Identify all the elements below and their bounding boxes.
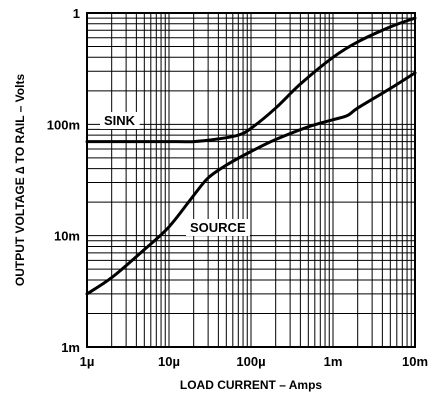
- y-axis-label: OUTPUT VOLTAGE ∆ TO RAIL – Volts: [13, 74, 27, 287]
- tick-layer: 1µ 10µ 100µ 1m 10m 1m 10m 100m 1: [47, 6, 428, 369]
- series-line-sink: [85, 16, 417, 144]
- x-tick-label: 100µ: [236, 354, 265, 369]
- source-series-label: SOURCE: [190, 220, 246, 235]
- y-tick-label: 10m: [54, 229, 80, 244]
- series-layer: [85, 16, 417, 296]
- x-tick-label: 10m: [402, 354, 428, 369]
- grid: [87, 13, 415, 347]
- x-tick-label: 1m: [324, 354, 343, 369]
- sink-label-bg: [100, 112, 140, 129]
- y-tick-label: 1m: [61, 340, 80, 355]
- source-label-bg: [186, 219, 250, 236]
- x-axis-label: LOAD CURRENT – Amps: [180, 378, 323, 392]
- series-line-source: [85, 71, 417, 296]
- y-tick-label: 100m: [47, 117, 80, 132]
- x-tick-label: 1µ: [80, 354, 95, 369]
- y-tick-label: 1: [73, 6, 80, 21]
- sink-label-group: SINK: [100, 112, 140, 129]
- source-label-group: SOURCE: [186, 219, 250, 236]
- sink-series-label: SINK: [104, 113, 136, 128]
- x-tick-label: 10µ: [158, 354, 180, 369]
- plot-frame: [86, 12, 416, 348]
